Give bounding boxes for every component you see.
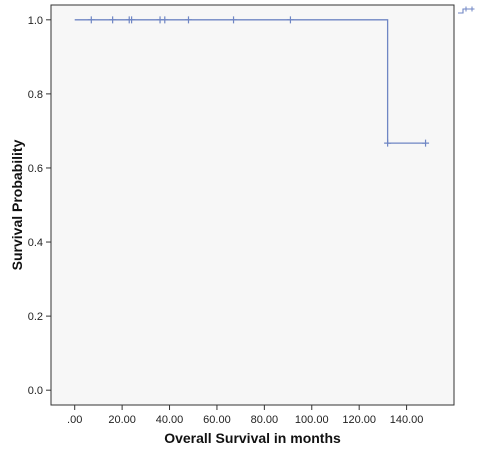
legend-censor-mark (469, 6, 475, 12)
x-tick-label: 80.00 (251, 414, 279, 426)
y-tick-label: 0.0 (28, 385, 43, 397)
y-tick-label: 1.0 (28, 15, 43, 27)
censor-mark (230, 16, 238, 24)
censor-mark (384, 139, 392, 147)
y-tick-label: 0.4 (28, 237, 43, 249)
legend-censor-mark (463, 6, 469, 12)
censor-mark (286, 16, 294, 24)
x-axis-ticks: .00 20.00 40.00 60.00 80.00 100.00 120.00 140.0… (67, 405, 423, 426)
legend-icon (458, 6, 475, 14)
y-tick-label: 0.6 (28, 163, 43, 175)
censor-mark (128, 16, 136, 24)
censor-mark (161, 16, 169, 24)
x-axis-title: Overall Survival in months (164, 430, 341, 446)
y-tick-label: 0.8 (28, 89, 43, 101)
y-axis-ticks: 0.0 0.2 0.4 0.6 0.8 1.0 (28, 15, 51, 397)
x-tick-label: 40.00 (156, 414, 184, 426)
x-tick-label: .00 (67, 414, 82, 426)
censor-mark (184, 16, 192, 24)
x-tick-label: 60.00 (203, 414, 231, 426)
x-tick-label: 20.00 (108, 414, 136, 426)
y-axis-title: Survival Probability (9, 139, 25, 270)
x-tick-label: 140.00 (390, 414, 424, 426)
x-tick-label: 120.00 (342, 414, 376, 426)
censor-mark (109, 16, 117, 24)
censor-mark (422, 139, 430, 147)
x-tick-label: 100.00 (295, 414, 329, 426)
survival-series (74, 16, 430, 147)
censor-mark (87, 16, 95, 24)
y-tick-label: 0.2 (28, 311, 43, 323)
plot-area (50, 4, 455, 406)
